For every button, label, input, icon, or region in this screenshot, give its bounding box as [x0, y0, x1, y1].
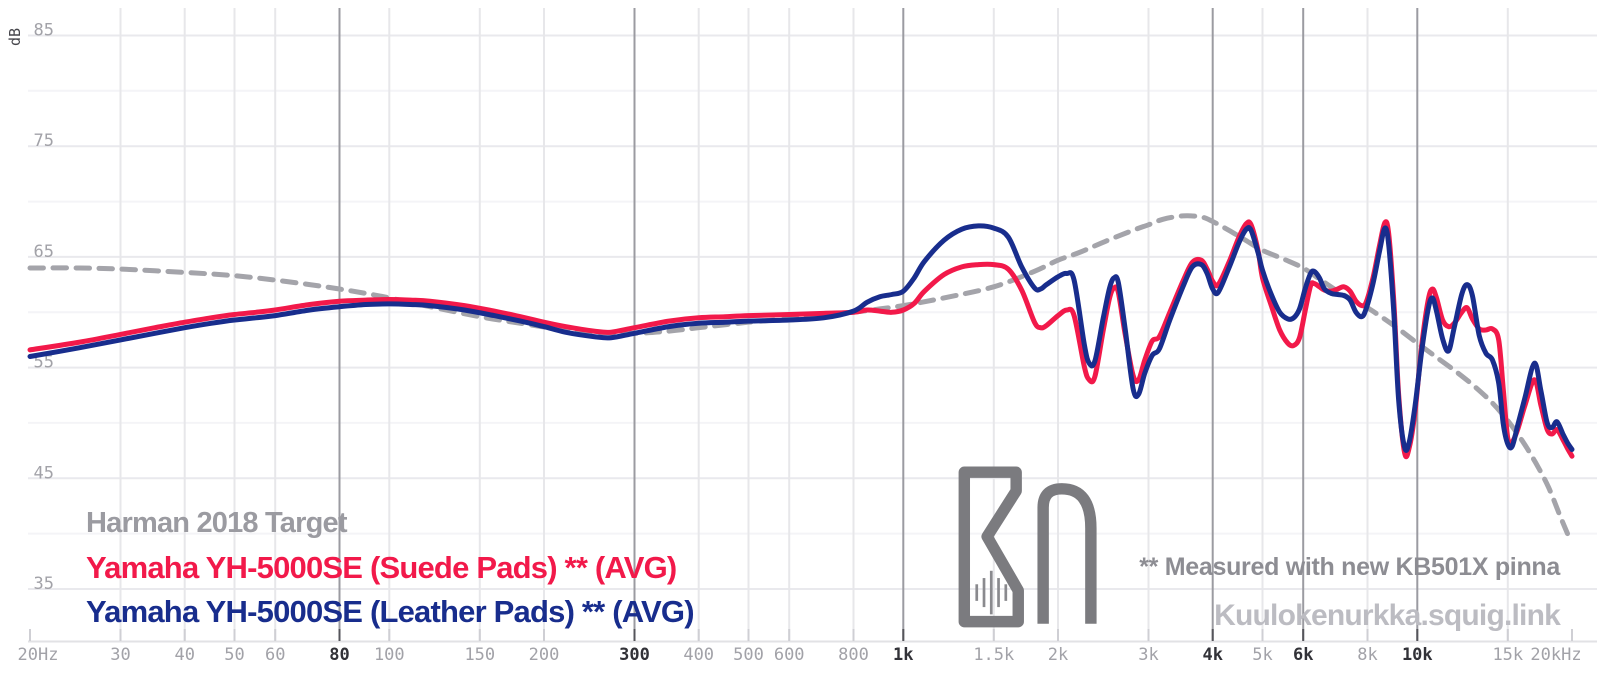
curve-harman-2018-target[interactable]: [27, 213, 1570, 537]
kn-logo: [958, 466, 1097, 628]
y-axis-tick-label: 65: [34, 242, 54, 262]
x-axis-tick-label: 20Hz: [18, 645, 59, 665]
kn-logo-n-shape: [1037, 483, 1097, 624]
x-axis-tick-label: 30: [110, 645, 130, 665]
x-axis-tick-label: 200: [529, 645, 560, 665]
y-axis-tick-label: 85: [34, 21, 54, 41]
x-axis-tick-label: 3k: [1138, 645, 1158, 665]
kn-logo-waveform-icon: [975, 570, 1008, 615]
x-axis-tick-label: 6k: [1293, 645, 1313, 665]
x-axis-tick-label: 300: [619, 645, 650, 665]
kn-logo-k-shape: [958, 466, 1024, 628]
x-axis-tick-label: 40: [174, 645, 194, 665]
measurement-note: ** Measured with new KB501X pinna: [1139, 553, 1560, 581]
curve-yh5000se-suede[interactable]: [27, 219, 1575, 460]
x-axis-tick-label: 1.5k: [973, 645, 1014, 665]
x-axis-tick-label: 4k: [1202, 645, 1222, 665]
x-axis-tick-label: 500: [733, 645, 764, 665]
x-axis-tick-label: 100: [374, 645, 405, 665]
watermark-site-text: Kuulokenurkka.squig.link: [1214, 599, 1561, 632]
x-axis-tick-label: 1k: [893, 645, 913, 665]
x-axis-tick-label: 10k: [1402, 645, 1433, 665]
y-axis-tick-label: 45: [34, 463, 54, 483]
x-axis-tick-label: 150: [464, 645, 495, 665]
curve-yh5000se-leather[interactable]: [27, 223, 1575, 453]
x-axis-tick-label: 5k: [1252, 645, 1272, 665]
x-axis-tick-label: 2k: [1048, 645, 1068, 665]
x-axis-tick-label: 60: [265, 645, 285, 665]
x-axis-tick-label: 8k: [1357, 645, 1377, 665]
x-axis-tick-label: 400: [683, 645, 714, 665]
x-axis-tick-label: 50: [224, 645, 244, 665]
y-axis-tick-label: 75: [34, 131, 54, 151]
y-axis-tick-label: 35: [34, 574, 54, 594]
x-axis-tick-label: 800: [838, 645, 869, 665]
x-axis-tick-label: 600: [774, 645, 805, 665]
x-axis-tick-label: 20kHz: [1530, 645, 1581, 665]
x-axis-tick-label: 15k: [1492, 645, 1523, 665]
x-axis-tick-label: 80: [329, 645, 349, 665]
legend-item-suede-pads[interactable]: Yamaha YH-5000SE (Suede Pads) ** (AVG): [86, 550, 677, 585]
y-axis-tick-label: 55: [34, 353, 54, 373]
legend-item-leather-pads[interactable]: Yamaha YH-5000SE (Leather Pads) ** (AVG): [86, 594, 695, 629]
legend-item-harman-target[interactable]: Harman 2018 Target: [86, 507, 348, 539]
y-axis-unit-label: dB: [6, 28, 24, 46]
